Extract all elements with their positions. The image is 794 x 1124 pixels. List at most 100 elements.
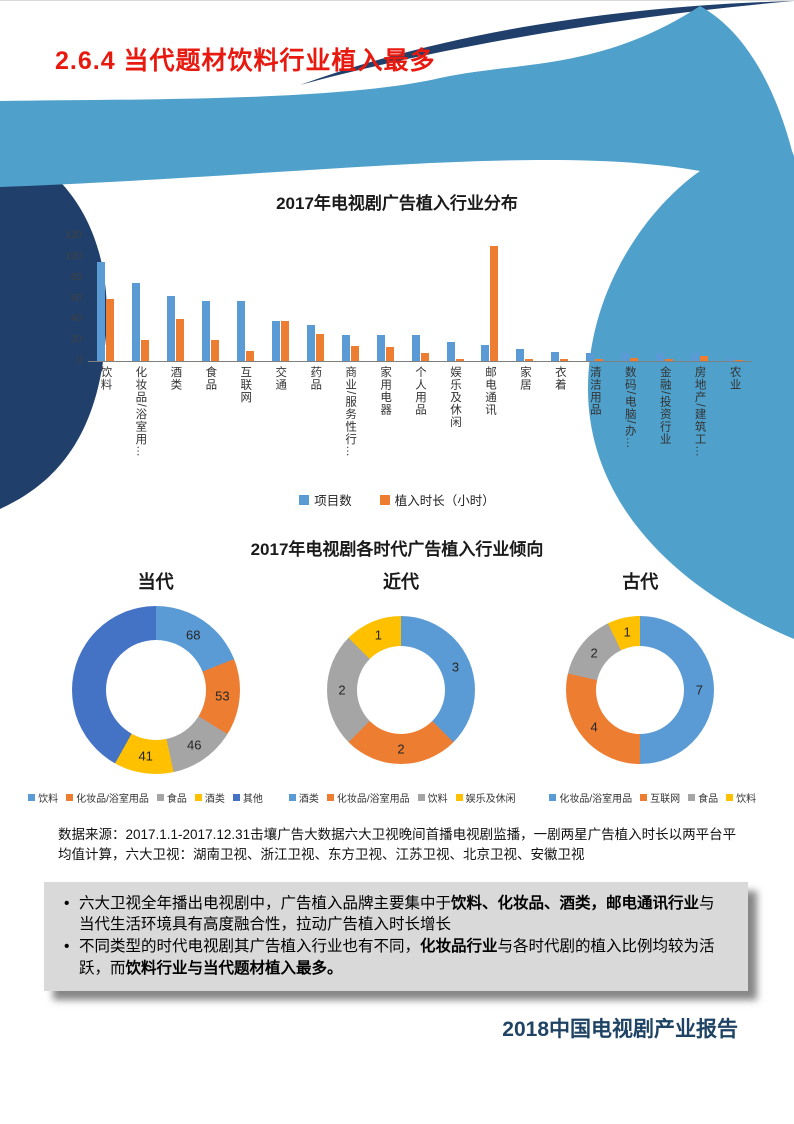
callout-text-segment: 饮料、化妆品、酒类，邮电通讯行业 [451, 894, 700, 912]
x-axis-label-cell: 药品 [298, 362, 333, 480]
bar-projects [481, 345, 490, 361]
callout-text-segment: 与当代题材植入最多。 [187, 959, 343, 977]
bar-hours [490, 246, 499, 361]
x-axis-label-cell: 农业 [717, 362, 752, 480]
x-axis-label: 交通 [274, 366, 287, 391]
legend-item: 其他 [232, 790, 263, 805]
donut-block: 古代 7 4 2 1 [521, 568, 760, 774]
legend-item: 化妆品/浴室用品 [326, 790, 410, 805]
legend-label: 食品 [166, 794, 187, 805]
bar-projects [376, 334, 385, 361]
donut-value-label: 2 [338, 682, 346, 698]
donut-legend: 化妆品/浴室用品 互联网 食品 饮料 [528, 790, 779, 805]
callout-text-segment: 与当代生活环境具有高度融合性，拉动广告植入时长增长 [79, 894, 715, 934]
bar-projects [446, 342, 455, 361]
x-axis-label-cell: 酒类 [158, 362, 193, 480]
bar-pair [368, 334, 403, 361]
x-axis-label-cell: 金融/投资行业 [647, 362, 682, 480]
bar-hours [630, 357, 639, 361]
bar-pair [438, 342, 473, 361]
x-axis-label-cell: 家用电器 [368, 362, 403, 480]
bar-projects [306, 324, 315, 361]
bar-projects [726, 357, 735, 361]
donut-value-label: 46 [187, 737, 202, 753]
bar-pair [88, 262, 123, 361]
legend-label: 食品 [698, 794, 719, 805]
bar-chart-plot-column: 饮料 化妆品/浴室用… 酒类 食品 互联网 交通 药品 商业/服务性行… 家用电器 个人用品 娱乐及… [88, 236, 752, 480]
legend-label: 化妆品/浴室用品 [76, 794, 149, 805]
bar-hours [525, 358, 534, 361]
legend-item: 植入时长（小时） [379, 490, 495, 509]
bar-hours [105, 298, 114, 361]
callout-text-segment: 不同类型的时代电视剧其广告植入行业也有不同， [79, 937, 421, 955]
y-tick-label: 60 [70, 292, 82, 304]
legend-label: 酒类 [298, 794, 319, 805]
bar-hours [560, 358, 569, 361]
bar-pair [193, 300, 228, 361]
legend-swatch [379, 494, 390, 505]
bar-hours [420, 352, 429, 361]
y-tick-label: 100 [65, 250, 82, 262]
legend-swatch [726, 794, 734, 801]
bar-pair [298, 324, 333, 361]
x-axis-labels: 饮料 化妆品/浴室用… 酒类 食品 互联网 交通 药品 商业/服务性行… 家用电器 个人用品 娱乐及… [88, 362, 752, 480]
page-content: 2.6.4 当代题材饮料行业植入最多 2017年电视剧广告植入行业分布 0 20 4… [0, 1, 794, 1043]
callout-text: 六大卫视全年播出电视剧中，广告植入品牌主要集中于饮料、化妆品、酒类，邮电通讯行业… [79, 895, 715, 934]
legend-swatch [288, 794, 296, 801]
legend-swatch [232, 794, 240, 801]
bar-pair [158, 296, 193, 361]
callout-bullet: • 六大卫视全年播出电视剧中，广告植入品牌主要集中于饮料、化妆品、酒类，邮电通讯行… [58, 893, 730, 936]
donut-value-label: 2 [590, 645, 598, 661]
legend-label: 化妆品/浴室用品 [559, 794, 633, 805]
bar-hours [735, 359, 744, 361]
bar-projects [131, 282, 140, 361]
bar-projects [96, 262, 105, 361]
legend-swatch [688, 794, 696, 801]
x-axis-label-cell: 个人用品 [403, 362, 438, 480]
bar-pair [717, 357, 752, 361]
x-axis-label-cell: 房地产/建筑工… [682, 362, 717, 480]
legend-item: 食品 [156, 790, 187, 805]
bar-chart-y-axis: 0 20 40 60 80 100 120 [58, 230, 88, 366]
legend-swatch [455, 794, 463, 801]
legend-item: 化妆品/浴室用品 [549, 790, 632, 805]
y-tick-label: 40 [70, 313, 82, 325]
donut-value-label: 1 [623, 624, 631, 640]
bar-hours [595, 358, 604, 361]
bar-plot-area [88, 236, 752, 362]
bar-hours [175, 319, 184, 361]
legend-swatch [417, 794, 425, 801]
legend-swatch [326, 794, 334, 801]
bar-pair [612, 352, 647, 361]
bar-pair [263, 321, 298, 361]
donut-value-label: 53 [215, 688, 230, 704]
y-tick-label: 0 [76, 355, 82, 366]
bar-pair [682, 352, 717, 361]
legend-item: 项目数 [299, 490, 352, 509]
bar-pair [507, 348, 542, 361]
page-title: 2.6.4 当代题材饮料行业植入最多 [55, 47, 436, 75]
x-axis-label: 商业/服务性行… [344, 366, 357, 458]
x-axis-label: 数码/电脑/办… [623, 366, 636, 450]
legend-label: 项目数 [314, 494, 352, 508]
callout-text-segment: 饮料行业 [125, 959, 188, 977]
bar-pair [123, 282, 158, 361]
x-axis-label-cell: 食品 [193, 362, 228, 480]
donut-hole [356, 646, 445, 734]
x-axis-label: 化妆品/浴室用… [134, 366, 147, 458]
legend-item: 酒类 [194, 790, 225, 805]
legend-label: 饮料 [427, 794, 448, 805]
legend-swatch [549, 794, 557, 801]
x-axis-label-cell: 娱乐及休闲 [438, 362, 473, 480]
legend-swatch [640, 794, 648, 801]
donut-block: 近代 3 2 2 1 [281, 568, 520, 774]
x-axis-label: 娱乐及休闲 [449, 366, 461, 429]
x-axis-label-cell: 交通 [263, 362, 298, 480]
callout-box: • 六大卫视全年播出电视剧中，广告植入品牌主要集中于饮料、化妆品、酒类，邮电通讯行… [44, 881, 748, 992]
era-label: 当代 [137, 572, 174, 592]
donut-hole [596, 646, 685, 734]
legend-swatch [28, 794, 36, 801]
legend-label: 饮料 [38, 794, 59, 805]
legend-item: 互联网 [640, 790, 680, 805]
bar-hours [210, 340, 219, 361]
